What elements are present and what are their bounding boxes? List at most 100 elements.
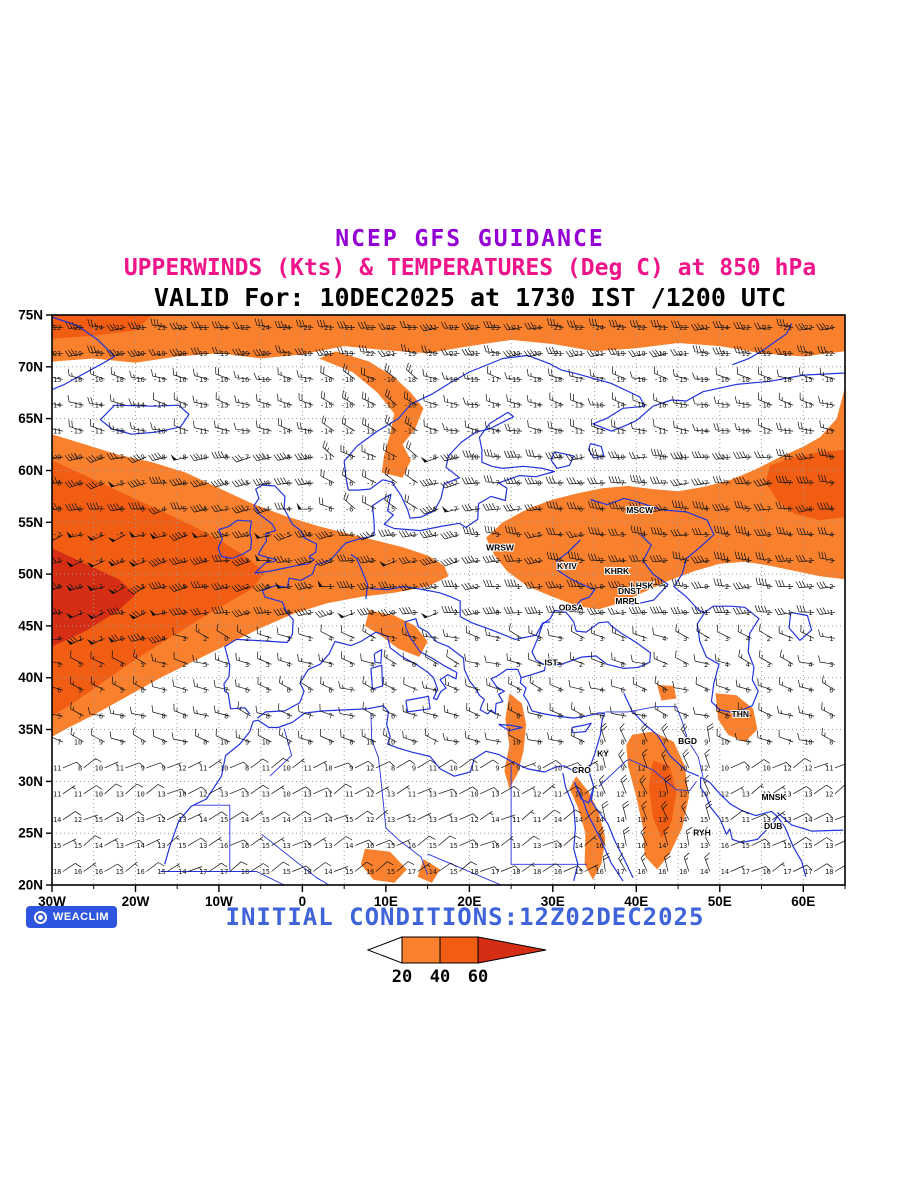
- svg-text:13: 13: [116, 842, 124, 850]
- svg-text:9: 9: [120, 739, 124, 747]
- svg-text:-11: -11: [612, 428, 625, 436]
- city-label-bgd: BGD: [678, 736, 697, 746]
- svg-text:-11: -11: [779, 454, 792, 462]
- svg-text:16: 16: [366, 842, 374, 850]
- svg-text:-16: -16: [591, 402, 604, 410]
- svg-text:15: 15: [470, 842, 478, 850]
- svg-text:18: 18: [533, 868, 541, 876]
- svg-text:13: 13: [762, 790, 770, 798]
- svg-text:-2: -2: [53, 531, 61, 539]
- svg-text:-22: -22: [445, 350, 458, 358]
- svg-text:13: 13: [679, 842, 687, 850]
- y-axis-label: 60N: [18, 463, 43, 478]
- svg-text:8: 8: [266, 713, 270, 721]
- svg-text:6: 6: [412, 661, 416, 669]
- svg-text:0: 0: [579, 583, 583, 591]
- svg-text:9: 9: [161, 739, 165, 747]
- svg-text:-22: -22: [800, 324, 813, 332]
- svg-text:-15: -15: [445, 402, 458, 410]
- svg-text:2: 2: [161, 661, 165, 669]
- city-label-dub: DUB: [764, 821, 782, 831]
- svg-text:13: 13: [282, 842, 290, 850]
- coastline-ireland: [217, 519, 253, 560]
- svg-text:4: 4: [704, 687, 708, 695]
- svg-text:14: 14: [136, 842, 144, 850]
- svg-text:9: 9: [287, 739, 291, 747]
- svg-text:0: 0: [120, 635, 124, 643]
- svg-text:2: 2: [767, 635, 771, 643]
- weaclim-label: WEACLIM: [53, 911, 110, 923]
- svg-text:15: 15: [345, 816, 353, 824]
- svg-text:-9: -9: [491, 454, 499, 462]
- svg-text:7: 7: [495, 739, 499, 747]
- svg-text:9: 9: [516, 764, 520, 772]
- svg-text:13: 13: [241, 790, 249, 798]
- svg-text:12: 12: [679, 790, 687, 798]
- svg-text:12: 12: [366, 816, 374, 824]
- svg-text:14: 14: [116, 816, 124, 824]
- x-axis-label: 30W: [38, 894, 66, 909]
- svg-text:15: 15: [116, 868, 124, 876]
- svg-text:5: 5: [474, 713, 478, 721]
- coastline-cyprus: [571, 722, 592, 734]
- svg-text:11: 11: [345, 790, 353, 798]
- city-label-dnst: DNST: [618, 586, 642, 596]
- svg-text:-4: -4: [74, 557, 82, 565]
- svg-text:-15: -15: [737, 402, 750, 410]
- svg-text:16: 16: [595, 868, 603, 876]
- svg-text:16: 16: [762, 868, 770, 876]
- svg-text:-15: -15: [237, 402, 250, 410]
- svg-text:1: 1: [641, 635, 645, 643]
- svg-text:10: 10: [679, 764, 687, 772]
- svg-text:16: 16: [595, 842, 603, 850]
- svg-text:15: 15: [262, 842, 270, 850]
- svg-text:4: 4: [391, 661, 395, 669]
- coastline-makran-coast: [777, 812, 844, 832]
- svg-text:-20: -20: [424, 350, 437, 358]
- svg-text:-4: -4: [554, 505, 562, 513]
- coastline-rhine-river: [350, 553, 369, 600]
- svg-text:9: 9: [474, 739, 478, 747]
- city-label-thn: THN: [732, 709, 749, 719]
- svg-text:-10: -10: [550, 428, 563, 436]
- coastline-west-med-north-coast: [256, 618, 522, 719]
- svg-text:15: 15: [449, 842, 457, 850]
- svg-text:-4: -4: [721, 557, 729, 565]
- svg-text:-4: -4: [366, 531, 374, 539]
- svg-text:8: 8: [641, 739, 645, 747]
- svg-text:9: 9: [141, 739, 145, 747]
- svg-text:11: 11: [429, 764, 437, 772]
- svg-text:-19: -19: [696, 376, 709, 384]
- y-axis-label: 70N: [18, 359, 43, 374]
- svg-text:5: 5: [474, 687, 478, 695]
- svg-text:6: 6: [600, 713, 604, 721]
- svg-text:4: 4: [746, 635, 750, 643]
- svg-text:2: 2: [266, 635, 270, 643]
- svg-text:12: 12: [700, 764, 708, 772]
- y-axis-label: 30N: [18, 774, 43, 789]
- svg-text:-13: -13: [216, 402, 229, 410]
- svg-text:-6: -6: [345, 479, 353, 487]
- svg-text:5: 5: [57, 713, 61, 721]
- svg-text:-13: -13: [445, 428, 458, 436]
- svg-text:3: 3: [328, 609, 332, 617]
- svg-text:6: 6: [370, 687, 374, 695]
- svg-text:9: 9: [746, 764, 750, 772]
- svg-text:10: 10: [470, 790, 478, 798]
- svg-text:-13: -13: [362, 402, 375, 410]
- svg-text:5: 5: [308, 687, 312, 695]
- svg-text:4: 4: [433, 687, 437, 695]
- svg-text:7: 7: [412, 713, 416, 721]
- svg-text:-19: -19: [445, 376, 458, 384]
- svg-text:-1: -1: [366, 583, 374, 591]
- svg-text:15: 15: [303, 842, 311, 850]
- svg-text:1: 1: [787, 583, 791, 591]
- svg-text:4: 4: [558, 687, 562, 695]
- svg-text:-6: -6: [783, 505, 791, 513]
- svg-text:-20: -20: [529, 350, 542, 358]
- svg-text:-10: -10: [195, 454, 208, 462]
- svg-text:16: 16: [491, 842, 499, 850]
- svg-text:13: 13: [303, 816, 311, 824]
- svg-text:-4: -4: [825, 531, 833, 539]
- svg-text:-10: -10: [299, 428, 312, 436]
